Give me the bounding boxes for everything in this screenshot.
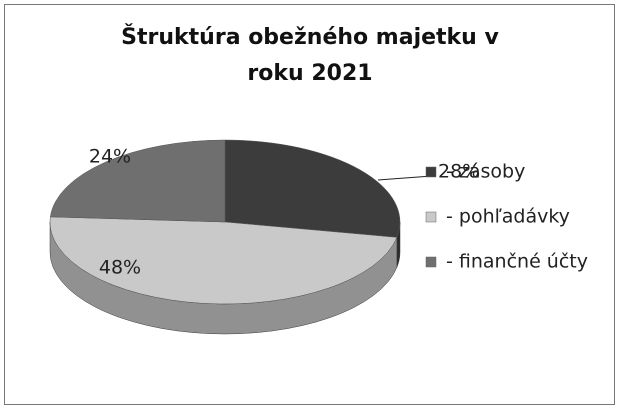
- chart-frame: [4, 4, 615, 405]
- pie-slice: [49, 216, 398, 305]
- pie-slice: [224, 139, 401, 238]
- legend-label: - zásoby: [446, 161, 525, 183]
- chart-title: Štruktúra obežného majetku v roku 2021: [121, 25, 499, 86]
- legend-label: - finančné účty: [446, 251, 588, 273]
- legend-swatch: [425, 211, 437, 223]
- data-label: 48%: [99, 257, 141, 279]
- data-label: 24%: [89, 146, 131, 168]
- legend-swatch: [425, 256, 437, 268]
- leader-line: [377, 175, 433, 181]
- legend-swatch: [425, 166, 437, 178]
- legend-label: - pohľadávky: [446, 206, 570, 228]
- pie-slice: [50, 139, 226, 223]
- data-label: 28%: [438, 161, 480, 183]
